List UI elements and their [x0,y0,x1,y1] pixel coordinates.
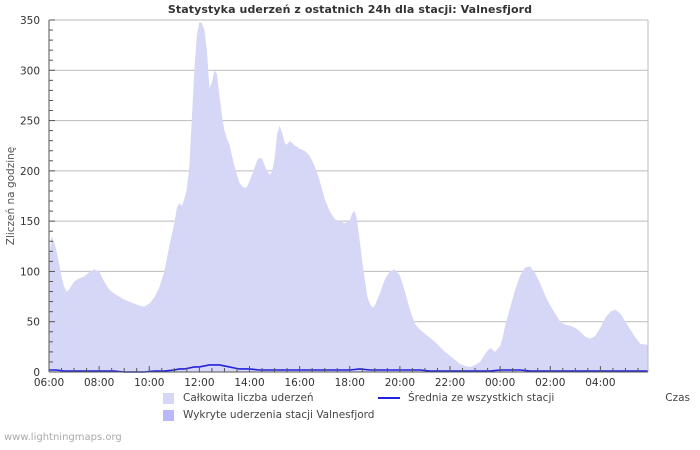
total-swatch [163,392,174,404]
legend-label-station: Wykryte uderzenia stacji Valnesfjord [183,409,375,421]
legend-item-total[interactable]: Całkowita liczba uderzeń [163,392,314,404]
x-axis-tick-label: 18:00 [335,377,365,389]
y-axis-tick-label: 50 [27,317,40,329]
x-axis-tick-label: 00:00 [485,377,515,389]
footer-source: www.lightningmaps.org [4,432,122,443]
legend-item-station[interactable]: Wykryte uderzenia stacji Valnesfjord [163,409,374,421]
x-axis-tick-label: 06:00 [34,377,64,389]
x-axis-tick-label: 22:00 [435,377,465,389]
x-axis-tick-label: 02:00 [535,377,565,389]
series-line-average [49,364,648,373]
x-axis-tick-label: 20:00 [385,377,415,389]
y-axis-tick-label: 100 [20,266,40,278]
y-axis-tick-label: 350 [20,15,40,27]
y-axis-tick-label: 250 [20,116,40,128]
station-swatch [163,409,174,421]
y-axis-tick-label: 300 [20,65,40,77]
average-line-swatch [378,397,400,399]
x-axis-tick-label: 16:00 [284,377,314,389]
x-axis-tick-label: 14:00 [234,377,264,389]
legend-item-average[interactable]: Średnia ze wszystkich stacji [378,392,554,404]
y-axis-tick-label: 200 [20,166,40,178]
y-axis-tick-label: 0 [33,367,40,379]
x-axis-title: Czas [665,392,690,404]
y-axis-tick-label: 150 [20,216,40,228]
chart-title: Statystyka uderzeń z ostatnich 24h dla s… [167,3,533,16]
x-axis-tick-label: 10:00 [134,377,164,389]
legend-label-average: Średnia ze wszystkich stacji [408,392,555,404]
x-axis-tick-label: 08:00 [84,377,114,389]
legend-label-total: Całkowita liczba uderzeń [183,392,314,404]
y-axis-title: Zliczeń na godzinę [5,147,17,246]
x-axis-tick-label: 12:00 [184,377,214,389]
series-area-total [49,22,648,372]
x-axis-tick-label: 04:00 [585,377,615,389]
chart-legend: Całkowita liczba uderzeń Wykryte uderzen… [0,392,700,432]
